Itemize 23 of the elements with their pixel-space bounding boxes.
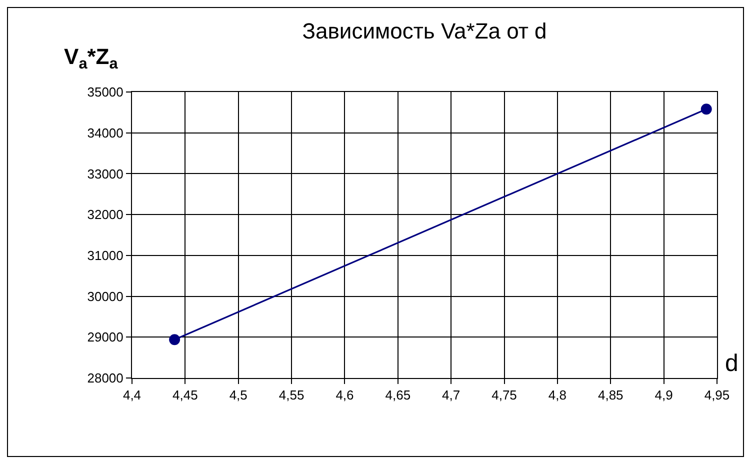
x-tick-label: 4,6 [336,388,354,403]
x-tick-label: 4,75 [492,388,517,403]
x-tick-label: 4,95 [704,388,730,403]
y-tick-label: 28000 [87,370,124,386]
y-tick-label: 33000 [87,166,124,182]
x-tick-label: 4,9 [654,388,673,403]
y-axis-title: V$_{a}$*Z$_{a}$ [64,44,118,73]
y-tick-label: 35000 [87,84,124,100]
y-tick-label: 29000 [87,330,124,345]
y-tick-label: 34000 [87,125,124,140]
x-tick-label: 4,4 [122,388,142,403]
x-tick-label: 4,8 [548,388,566,403]
y-tick-label: 30000 [87,288,124,304]
chart-title: Зависимость Va*Za от d [302,18,547,44]
x-tick-label: 4,7 [442,388,460,403]
x-tick-label: 4,65 [385,388,411,403]
y-tick-label: 31000 [87,248,124,263]
x-tick-label: 4,5 [229,388,248,403]
x-tick-label: 4,45 [172,388,198,403]
x-tick-label: 4,55 [278,388,304,403]
x-axis-title: d [725,350,738,377]
x-tick-label: 4,85 [598,388,624,403]
y-tick-label: 32000 [87,207,124,222]
